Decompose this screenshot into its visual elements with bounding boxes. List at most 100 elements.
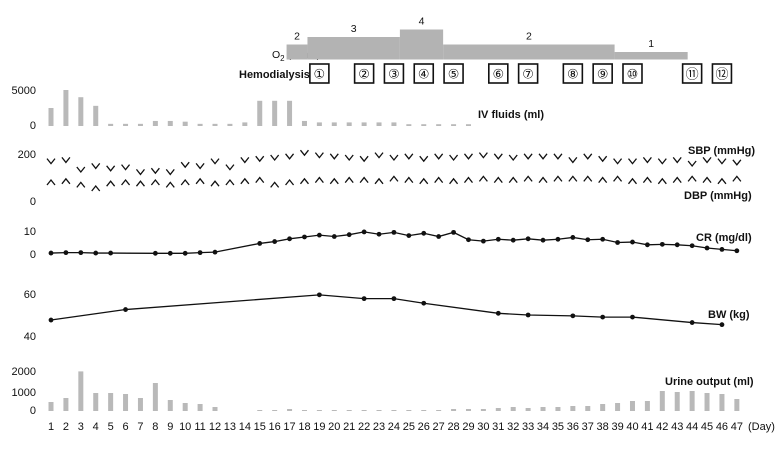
sbp-marker: [270, 154, 280, 162]
dbp-marker: [285, 178, 295, 186]
bp-ytick-top: 200: [18, 149, 36, 161]
x-axis-tick-label: 20: [328, 421, 340, 433]
iv-fluids-panel: 5000 0 IV fluids (ml): [12, 85, 545, 132]
hemodialysis-session-number: ⑧: [567, 68, 579, 83]
dbp-marker: [613, 175, 623, 182]
dbp-marker: [314, 176, 324, 184]
hemodialysis-session-number: ⑩: [627, 68, 639, 83]
x-axis-tick-label: 34: [537, 421, 549, 433]
body-weight-point: [123, 307, 128, 312]
iv-ytick-bottom: 0: [30, 120, 36, 132]
urine-output-bar: [495, 408, 501, 411]
urine-output-bar: [137, 398, 143, 411]
creatinine-point: [540, 237, 546, 243]
creatinine-point: [600, 236, 606, 242]
sbp-marker: [359, 155, 369, 163]
hemodialysis-session-number: ⑪: [686, 68, 699, 83]
creatinine-point: [302, 234, 307, 240]
creatinine-point: [734, 248, 740, 254]
x-axis-tick-label: 47: [731, 421, 743, 433]
body-weight-point: [719, 322, 725, 328]
x-axis-unit: (Day): [748, 421, 775, 433]
creatinine-point: [63, 250, 69, 256]
sbp-marker: [672, 156, 682, 164]
x-axis-tick-label: 4: [93, 421, 99, 433]
urine-output-bar: [287, 409, 293, 411]
hemodialysis-box: [413, 63, 435, 84]
sbp-marker: [613, 158, 623, 165]
iv-fluids-bar: [167, 120, 173, 126]
urine-output-bar: [451, 409, 457, 411]
dbp-marker: [106, 180, 116, 187]
x-axis-tick-label: 32: [507, 421, 519, 433]
sbp-marker: [165, 168, 175, 176]
o2-step-labels: 2 3 4 2 1: [294, 16, 654, 51]
dbp-marker: [598, 176, 608, 184]
sbp-marker: [478, 152, 488, 159]
x-axis-tick-label: 40: [626, 421, 638, 433]
creatinine-point: [108, 250, 114, 256]
urine-output-bar: [734, 399, 740, 411]
creatinine-point: [197, 250, 203, 256]
hemodialysis-session-number: ⑤: [448, 68, 460, 83]
urine-output-bar: [152, 383, 158, 411]
creatinine-point: [287, 236, 292, 242]
iv-fluids-bar: [421, 124, 427, 126]
iv-fluids-bar: [182, 121, 188, 126]
bw-label: BW (kg): [708, 309, 750, 321]
dbp-marker: [240, 177, 250, 185]
urine-output-bar: [659, 391, 665, 411]
iv-fluids-bar: [272, 100, 278, 126]
hemodialysis-session-number: ③: [388, 68, 400, 83]
x-axis-tick-label: 5: [108, 421, 114, 433]
creatinine-point: [570, 235, 576, 240]
urine-output-bar: [272, 410, 278, 411]
dbp-marker: [299, 177, 309, 185]
hemodialysis-sessions: ① ② ③ ④ ⑤ ⑥ ⑦ ⑧ ⑨ ⑩ ⑪ ⑫: [309, 63, 733, 84]
creatinine-point: [525, 236, 531, 242]
x-axis-tick-label: 28: [447, 421, 459, 433]
creatinine-point: [182, 250, 188, 256]
hemodialysis-box: [562, 63, 584, 84]
x-axis-tick-label: 21: [343, 421, 355, 433]
urine-output-bar: [316, 410, 322, 411]
body-weight-point: [600, 314, 606, 320]
urine-output-bar: [480, 409, 486, 411]
iv-fluids-bar: [137, 123, 143, 126]
creatinine-point: [689, 243, 695, 249]
x-axis-tick-label: 26: [418, 421, 430, 433]
sbp-label: SBP (mmHg): [688, 145, 755, 157]
dbp-marker: [344, 176, 354, 184]
x-axis-ticks: 1 2 3 4 5 6 7 8 9 10 11 12 13 14 15 16 17 18 19 20 21 22 23 24 2…: [48, 421, 743, 433]
hemodialysis-box: [487, 63, 509, 84]
iv-fluids-bar: [78, 97, 84, 126]
iv-fluids-bar: [227, 123, 233, 126]
body-weight-line: [50, 294, 722, 326]
creatinine-point: [167, 250, 173, 256]
sbp-marker: [493, 153, 503, 160]
sbp-marker: [61, 156, 71, 164]
sbp-marker: [91, 162, 101, 170]
iv-fluids-bar: [93, 105, 99, 126]
hemodialysis-box: [309, 63, 330, 84]
o2-step-label: 1: [648, 38, 654, 50]
o2-step-bar: [307, 37, 400, 60]
urine-ytick-2000: 2000: [12, 366, 36, 378]
iv-fluids-bar: [391, 122, 397, 126]
sbp-marker: [46, 158, 56, 165]
x-axis-tick-label: 10: [179, 421, 191, 433]
dbp-marker: [553, 175, 563, 182]
creatinine-point: [406, 233, 412, 239]
hemodialysis-session-number: ⑦: [522, 68, 534, 83]
dbp-marker: [463, 176, 473, 184]
dbp-marker: [717, 177, 727, 185]
urine-output-bar: [436, 410, 442, 411]
sbp-marker: [299, 149, 309, 157]
sbp-marker: [404, 153, 414, 160]
sbp-marker: [240, 156, 250, 164]
sbp-marker: [210, 158, 220, 165]
x-axis-tick-label: 23: [373, 421, 385, 433]
x-axis-tick-label: 3: [78, 421, 84, 433]
sbp-marker: [255, 155, 265, 163]
